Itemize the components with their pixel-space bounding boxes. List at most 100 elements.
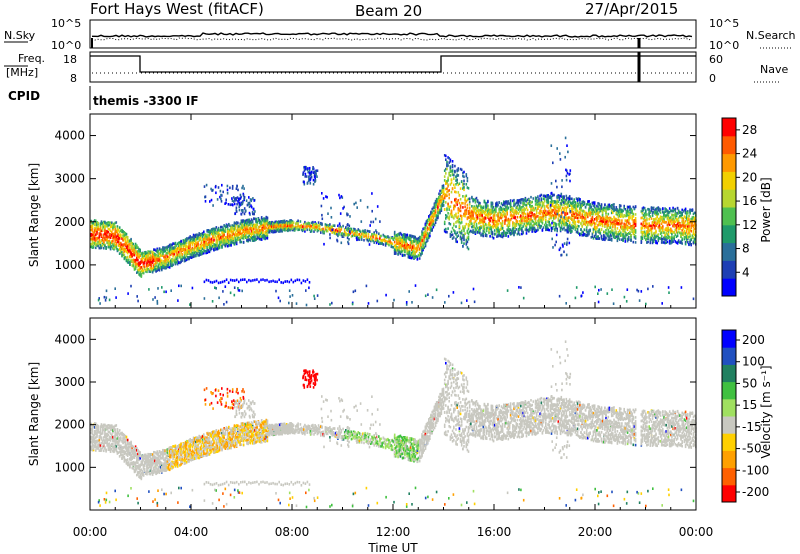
power-cell [418,257,421,260]
power-cell [455,225,457,228]
power-cell [114,231,116,234]
power-cell [121,254,123,258]
power-cell [190,237,193,241]
power-cell [100,222,103,226]
power-cell [191,239,194,243]
power-cell [120,235,122,238]
power-cell [114,236,116,239]
power-cell [515,224,518,227]
power-cell [459,209,462,213]
power-cell [174,256,177,259]
power-cell [129,243,131,246]
power-cell [170,246,172,250]
power-cell [549,224,552,227]
power-cell [165,254,168,257]
power-cell [195,246,197,249]
power-cell [93,237,96,240]
power-cell [112,226,114,230]
power-cell [559,206,562,209]
power-cell [445,172,447,175]
power-cell [103,246,105,250]
power-cell [109,222,112,226]
power-cell [196,237,198,241]
power-cell [158,262,161,266]
power-cell [473,223,475,226]
power-cell [113,235,115,238]
power-cell [174,246,177,250]
cpid-panel: CPID themis -3300 IF [8,86,199,110]
power-cell [179,249,181,252]
power-cell [115,247,118,250]
power-cell [93,238,96,242]
power-cell [124,239,127,242]
power-cell [537,195,539,198]
power-cell [118,234,121,238]
power-cell [131,245,133,249]
power-cell [116,227,119,230]
power-cell [465,194,468,198]
power-cell [92,244,95,248]
power-cell [183,239,186,242]
power-cell [136,244,138,247]
power-cell [463,229,465,233]
power-cell [199,253,202,256]
power-cell [98,236,101,239]
power-cell [158,255,161,259]
power-cell [130,252,132,256]
power-cell [137,246,139,250]
power-cell [109,246,112,249]
power-cell [143,265,146,268]
power-cell [446,194,448,197]
power-cell [445,158,447,161]
power-cell [95,233,97,237]
power-cell [166,245,169,249]
power-cell [136,265,138,269]
power-cell [465,183,468,186]
power-cell [185,244,188,248]
power-cell [448,196,450,200]
power-cell [140,269,143,273]
noise-right-tick-top: 10^5 [709,17,739,30]
power-cell [504,212,506,216]
power-cell [107,235,110,239]
power-cell [105,238,107,242]
power-cell [99,223,102,227]
power-cell [143,258,146,261]
power-cell [131,264,133,267]
power-cell [320,231,322,234]
power-cell [321,223,323,227]
power-cell [555,222,557,226]
power-cell [92,231,95,234]
power-cell [141,252,144,256]
power-cell [191,251,194,255]
power-cell [178,254,180,257]
power-cell [128,248,130,252]
power-cell [450,178,453,181]
power-cell [103,236,105,239]
power-cell [460,215,463,218]
power-cell [111,245,113,248]
power-cell [166,248,169,252]
power-cell [180,260,182,264]
power-cell [133,266,136,269]
power-cell [128,239,130,243]
power-cell [155,249,157,253]
power-cell [107,245,110,249]
power-cell [145,252,147,256]
power-cell [193,246,196,250]
power-cell [466,203,469,207]
power-cell [454,164,456,168]
power-cell [501,226,504,230]
power-cell [466,206,469,210]
power-cell [95,229,97,233]
power-cell [457,199,460,202]
power-cell [462,202,464,205]
power-cell [542,202,545,205]
power-cell [178,247,180,250]
power-cell [90,237,93,241]
power-cell [136,262,138,266]
power-cell [129,255,131,259]
power-cell [393,230,396,234]
power-cell [526,208,529,212]
power-cell [509,203,512,207]
